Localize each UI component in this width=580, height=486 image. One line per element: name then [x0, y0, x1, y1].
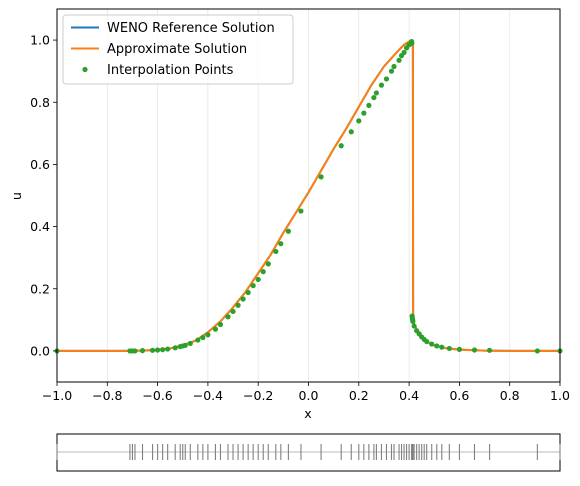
interpolation-point: [471, 347, 478, 353]
interpolation-point: [200, 334, 206, 341]
interpolation-point: [373, 90, 380, 96]
interpolation-point: [132, 348, 138, 354]
interpolation-point: [165, 346, 171, 352]
interpolation-point: [456, 346, 462, 352]
interpolation-point: [265, 261, 271, 267]
interpolation-point: [235, 302, 241, 308]
x-tick-label-0: −1.0: [42, 388, 72, 403]
interpolation-point: [250, 283, 256, 289]
interpolation-point: [439, 344, 445, 350]
rug-plot: [56, 433, 561, 472]
legend-label-approx: Approximate Solution: [107, 42, 247, 57]
interpolation-point: [348, 129, 354, 135]
y-tick-label-1: 0.2: [30, 281, 50, 296]
interpolation-point: [149, 347, 156, 353]
interpolation-point: [486, 347, 493, 353]
y-axis-title: u: [9, 192, 24, 200]
x-axis-ticks: −1.0 −0.8 −0.6 −0.4 −0.2 0.0 0.2 0.4 0.6 0.8 1.0: [42, 382, 570, 403]
interpolation-point: [182, 342, 188, 348]
x-tick-label-2: −0.6: [142, 388, 172, 403]
interpolation-point: [230, 308, 236, 315]
x-tick-label-5: 0.0: [299, 388, 319, 403]
x-tick-label-4: −0.2: [243, 388, 273, 403]
interpolation-point: [338, 143, 344, 149]
interpolation-point: [255, 276, 261, 283]
x-tick-label-3: −0.4: [193, 388, 223, 403]
interpolation-point: [534, 348, 540, 354]
x-tick-label-7: 0.4: [399, 388, 419, 403]
interpolation-point: [434, 343, 440, 349]
interpolation-point: [298, 208, 304, 214]
y-tick-label-0: 0.0: [30, 343, 50, 358]
interpolation-point: [361, 110, 367, 116]
interpolation-point: [240, 296, 246, 302]
interpolation-point: [260, 269, 266, 275]
interpolation-point: [388, 68, 395, 74]
interpolation-point: [383, 76, 390, 82]
interpolation-point: [356, 118, 362, 124]
series-layer: [54, 39, 563, 354]
y-axis-ticks: 0.0 0.2 0.4 0.6 0.8 1.0: [30, 33, 57, 358]
y-tick-label-3: 0.6: [30, 157, 50, 172]
interpolation-point: [446, 345, 452, 352]
interpolation-point: [410, 318, 416, 324]
legend-box: [62, 14, 294, 85]
x-axis-title: x: [304, 406, 311, 421]
legend: WENO Reference Solution Approximate Solu…: [62, 14, 294, 85]
interpolation-point: [278, 241, 284, 247]
main-plot: −1.0 −0.8 −0.6 −0.4 −0.2 0.0 0.2 0.4 0.6 0.8 1.0 0…: [9, 8, 570, 421]
x-tick-label-8: 0.6: [449, 388, 469, 403]
interpolation-point: [409, 40, 415, 46]
interpolation-point: [155, 347, 161, 353]
interpolation-point: [318, 174, 324, 180]
interpolation-point: [429, 341, 435, 347]
interpolation-point: [411, 323, 417, 329]
interpolation-point: [217, 321, 224, 328]
legend-swatch-points: [82, 66, 88, 73]
interpolation-point: [245, 289, 251, 296]
interpolation-point: [401, 49, 407, 56]
interpolation-point: [273, 248, 279, 255]
interpolation-point: [205, 332, 211, 338]
interpolation-point: [225, 314, 231, 320]
y-tick-label-2: 0.4: [30, 219, 50, 234]
interpolation-point: [424, 338, 430, 345]
interpolation-point: [396, 57, 402, 63]
x-tick-label-9: 0.8: [500, 388, 520, 403]
interpolation-point: [391, 63, 397, 70]
legend-label-points: Interpolation Points: [107, 63, 234, 78]
x-tick-label-1: −0.8: [92, 388, 122, 403]
interpolation-point: [139, 348, 146, 354]
interpolation-point: [378, 82, 385, 88]
interpolation-point: [212, 326, 219, 332]
rug-marks: [56, 444, 561, 460]
interpolation-point: [366, 102, 372, 108]
interpolation-point: [187, 340, 193, 347]
y-tick-label-4: 0.8: [30, 95, 50, 110]
x-tick-label-6: 0.2: [349, 388, 369, 403]
x-tick-label-10: 1.0: [550, 388, 570, 403]
y-tick-label-5: 1.0: [30, 33, 50, 48]
interpolation-point: [195, 337, 201, 343]
legend-label-reference: WENO Reference Solution: [107, 21, 275, 36]
interpolation-point: [371, 94, 377, 101]
interpolation-point: [160, 347, 166, 353]
interpolation-point: [172, 345, 178, 351]
interpolation-point: [285, 228, 291, 234]
